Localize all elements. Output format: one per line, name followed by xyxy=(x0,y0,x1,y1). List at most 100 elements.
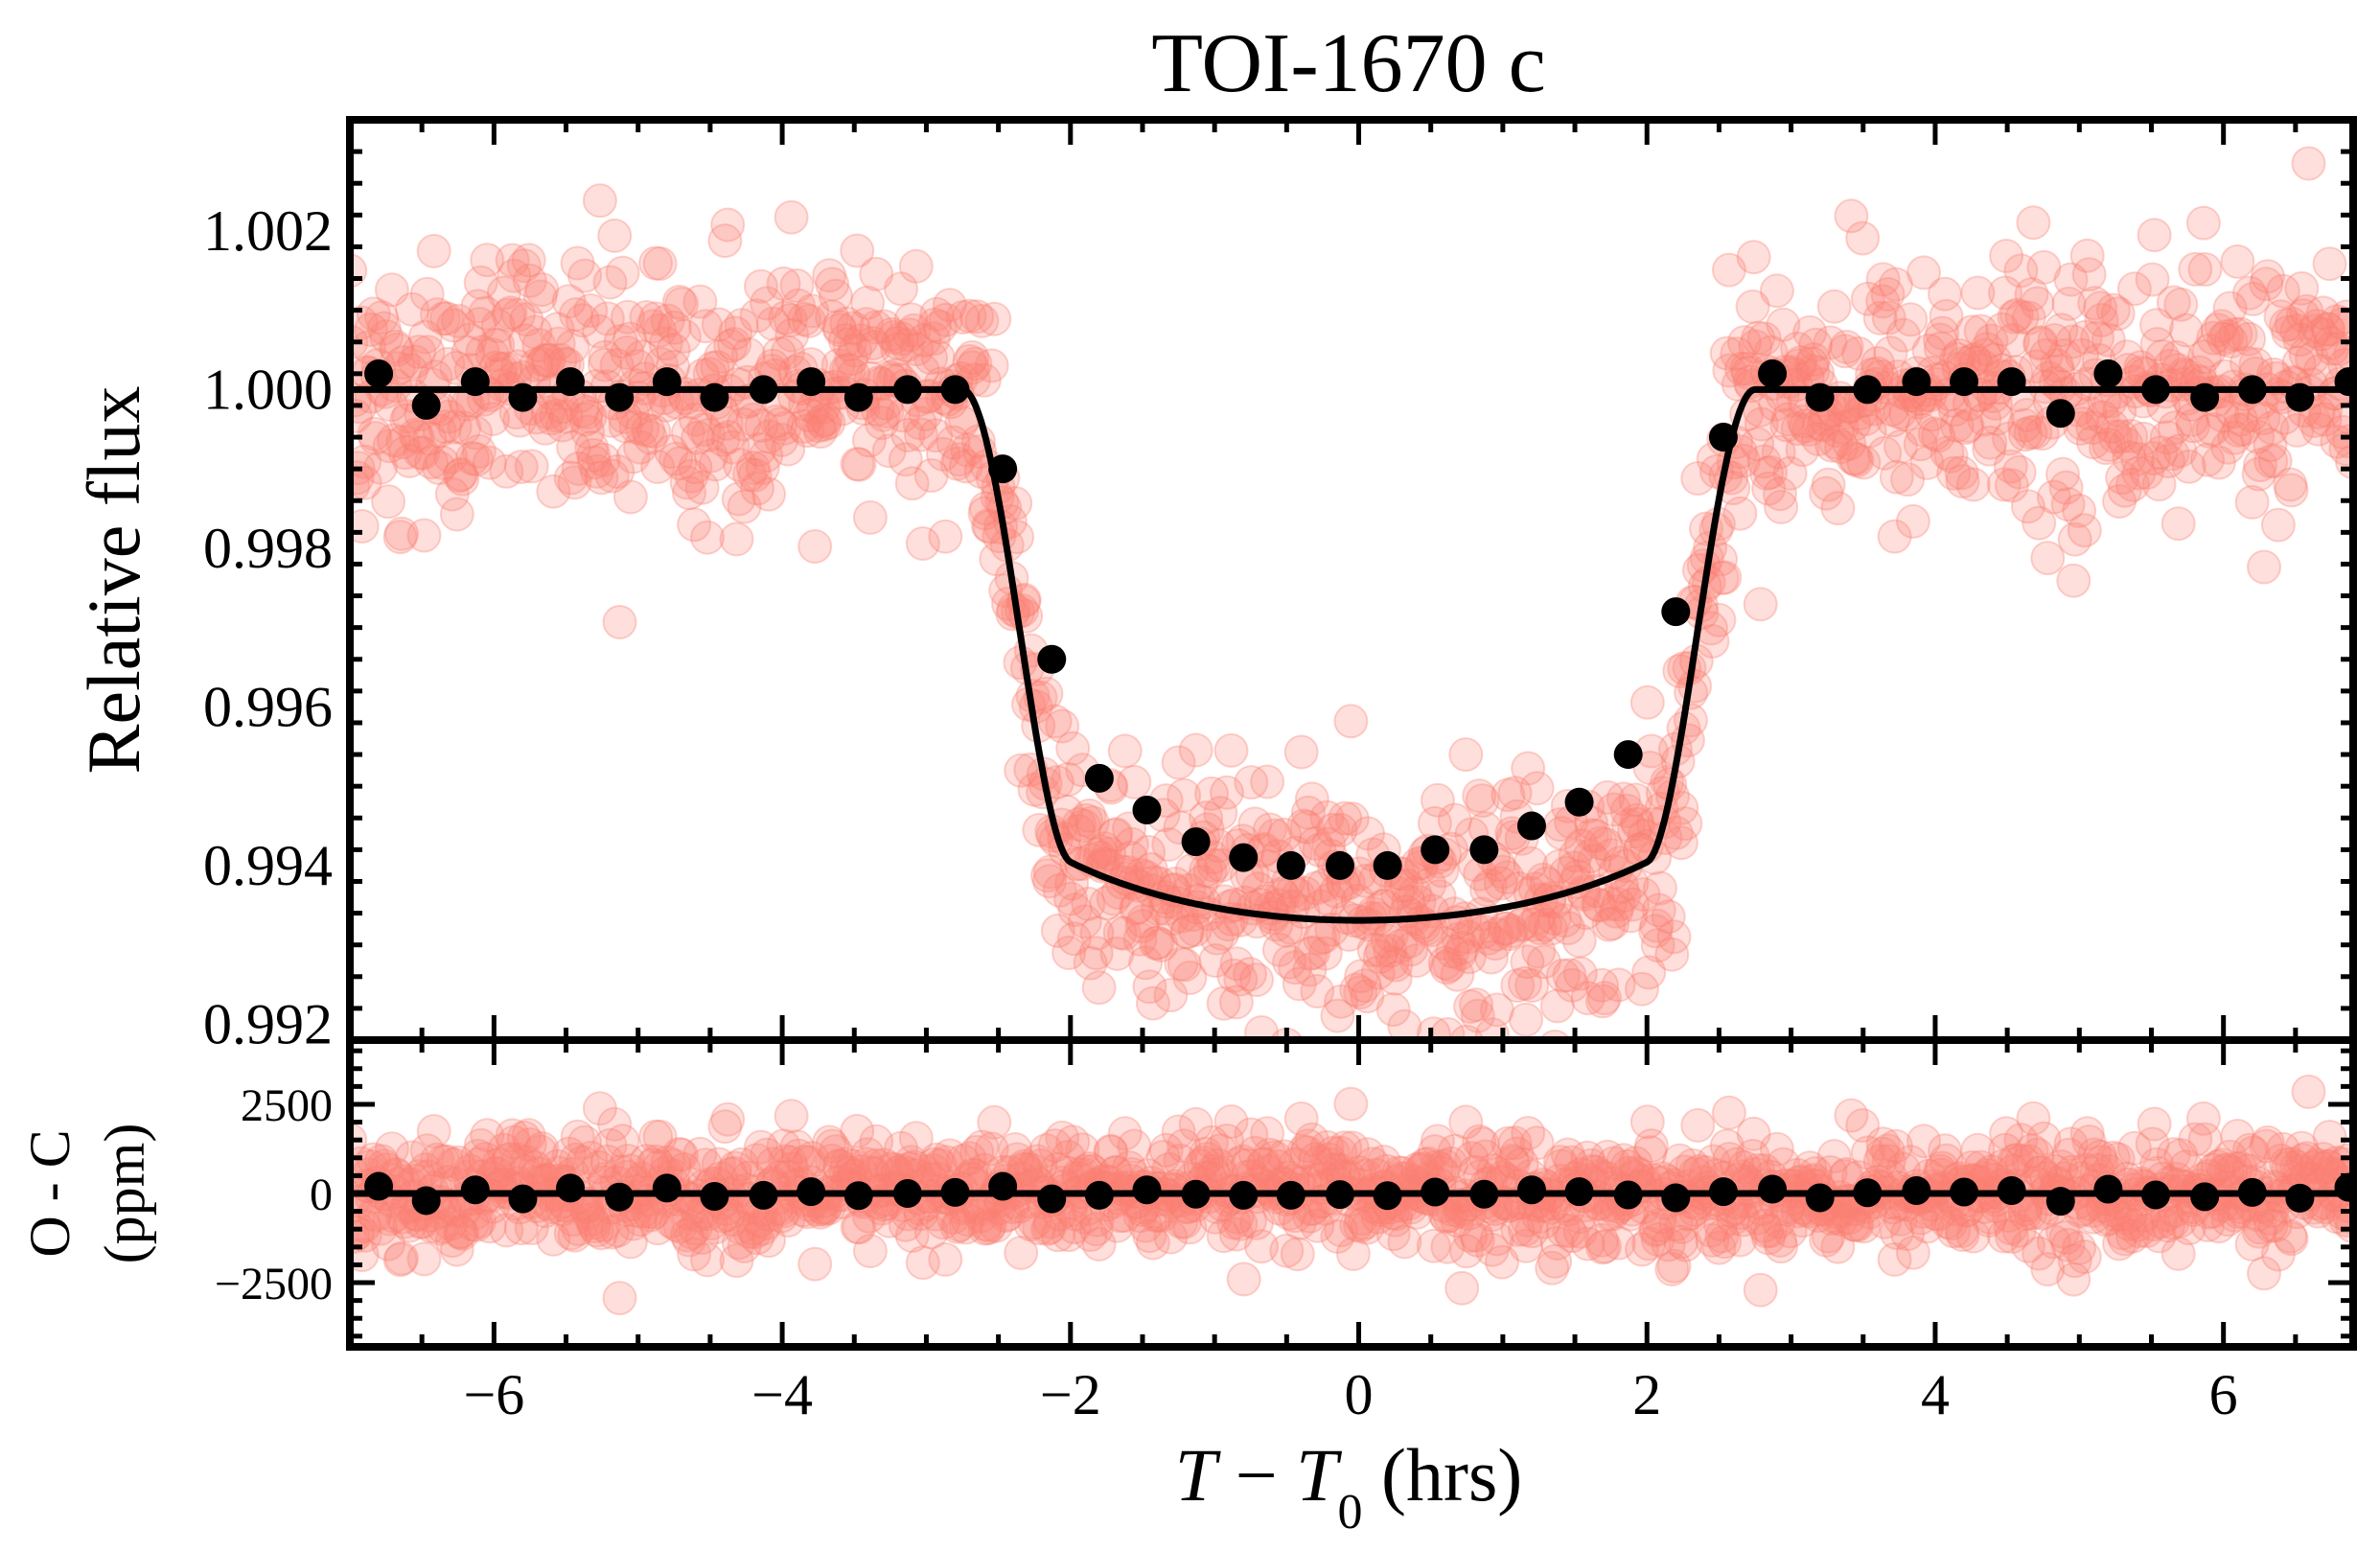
residual-raw-point xyxy=(661,1136,697,1171)
residual-raw-point xyxy=(442,1215,477,1250)
x-tick-label: −4 xyxy=(751,1363,813,1426)
residual-raw-point xyxy=(2037,1153,2072,1189)
raw-point xyxy=(2044,313,2079,348)
raw-point xyxy=(1196,847,1232,883)
raw-point xyxy=(436,308,472,343)
residual-raw-point xyxy=(1663,1224,1698,1260)
residual-raw-point xyxy=(1460,1222,1495,1258)
residual-raw-point xyxy=(1037,1128,1073,1164)
residual-raw-point xyxy=(2289,1141,2324,1176)
binned-point xyxy=(1421,835,1450,865)
residual-raw-point xyxy=(2071,1124,2107,1159)
raw-point xyxy=(1809,475,1844,511)
raw-point xyxy=(1265,878,1301,914)
residual-binned-point xyxy=(1564,1177,1594,1207)
raw-point xyxy=(2016,205,2051,241)
raw-point xyxy=(1078,936,1114,971)
raw-point xyxy=(710,420,746,454)
raw-point xyxy=(1563,828,1599,864)
raw-point xyxy=(1749,455,1785,491)
residual-raw-point xyxy=(579,1213,614,1248)
raw-point xyxy=(612,321,648,357)
raw-point xyxy=(764,422,799,457)
raw-point xyxy=(2126,421,2161,456)
raw-point xyxy=(2153,348,2188,383)
raw-point xyxy=(1548,855,1583,891)
residual-raw-point xyxy=(429,1144,465,1179)
raw-point xyxy=(1117,764,1152,799)
residual-raw-point xyxy=(581,1149,616,1185)
raw-point xyxy=(2121,455,2157,491)
residual-raw-point xyxy=(1832,1200,1867,1236)
raw-point xyxy=(1905,412,1940,448)
x-tick-labels: −6 −4 −2 0 2 4 6 xyxy=(463,1363,2237,1426)
raw-point xyxy=(876,319,912,355)
raw-point xyxy=(1577,844,1612,879)
raw-point xyxy=(1824,429,1859,465)
raw-point xyxy=(708,405,744,441)
residual-raw-point xyxy=(2291,1074,2326,1109)
residual-raw-point xyxy=(584,1216,619,1251)
residual-raw-point xyxy=(905,1245,940,1281)
residual-raw-point xyxy=(2036,1224,2071,1260)
raw-point xyxy=(570,414,606,450)
raw-point xyxy=(1135,985,1170,1021)
raw-point xyxy=(1878,266,1913,302)
raw-point xyxy=(612,479,648,515)
residual-raw-point xyxy=(1562,1214,1598,1249)
residual-raw-point xyxy=(690,1242,725,1278)
residual-raw-point xyxy=(1258,1140,1293,1175)
residual-raw-point xyxy=(1366,1145,1401,1179)
raw-point xyxy=(402,335,437,369)
residual-raw-point xyxy=(610,1144,645,1178)
x-tick-label: 4 xyxy=(1921,1363,1950,1426)
raw-point xyxy=(1113,840,1148,875)
raw-point xyxy=(442,458,477,494)
raw-point xyxy=(1472,868,1508,903)
binned-point xyxy=(1373,850,1402,880)
residual-raw-point xyxy=(2187,1122,2223,1157)
binned-point xyxy=(2141,375,2171,405)
residual-raw-point xyxy=(677,1237,712,1272)
raw-point xyxy=(2289,293,2324,329)
residual-raw-point xyxy=(876,1152,912,1188)
residual-raw-point xyxy=(463,1127,498,1163)
residual-raw-point xyxy=(1759,1131,1794,1167)
residual-binned-point xyxy=(2141,1180,2171,1210)
residual-raw-point xyxy=(2200,1149,2235,1185)
residual-raw-point xyxy=(918,1196,954,1232)
raw-point xyxy=(512,263,547,298)
residual-raw-point xyxy=(2075,1199,2111,1235)
raw-point xyxy=(2218,316,2253,352)
residual-raw-point xyxy=(821,1147,857,1183)
binned-point xyxy=(1469,835,1499,865)
raw-point xyxy=(615,439,651,475)
residual-raw-point xyxy=(1344,1201,1379,1237)
raw-point xyxy=(1680,461,1716,496)
residual-y-axis-unit: (ppm) xyxy=(93,1123,156,1264)
raw-point xyxy=(1572,839,1607,874)
residual-raw-point xyxy=(682,1136,718,1171)
raw-point xyxy=(669,465,705,500)
raw-point xyxy=(1888,397,1924,432)
residual-raw-point xyxy=(1065,1132,1100,1168)
residual-raw-point xyxy=(2279,1149,2315,1185)
residual-raw-point xyxy=(1280,1237,1315,1272)
raw-point xyxy=(1213,732,1249,768)
raw-point xyxy=(1726,325,1762,360)
raw-point xyxy=(1558,838,1593,873)
raw-point xyxy=(1585,984,1620,1019)
residual-raw-point xyxy=(1633,1128,1669,1164)
raw-point xyxy=(1654,937,1690,972)
raw-point xyxy=(2271,314,2306,350)
residual-raw-point xyxy=(1132,1218,1167,1254)
binned-point xyxy=(556,367,586,397)
residual-raw-point xyxy=(572,1188,608,1223)
raw-point xyxy=(1061,814,1096,848)
raw-point xyxy=(2328,431,2353,467)
raw-point xyxy=(380,332,415,367)
raw-point xyxy=(850,285,886,320)
raw-point xyxy=(1921,418,1956,453)
raw-point xyxy=(1746,444,1782,479)
